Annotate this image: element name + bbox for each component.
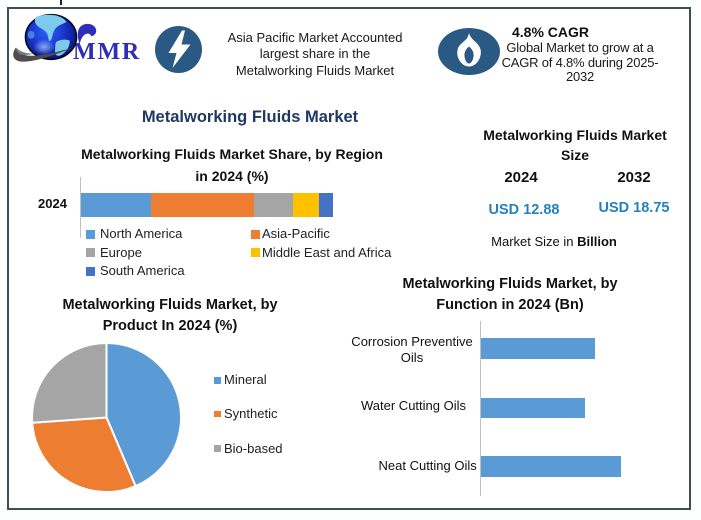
svg-text:MMR: MMR — [73, 39, 141, 65]
